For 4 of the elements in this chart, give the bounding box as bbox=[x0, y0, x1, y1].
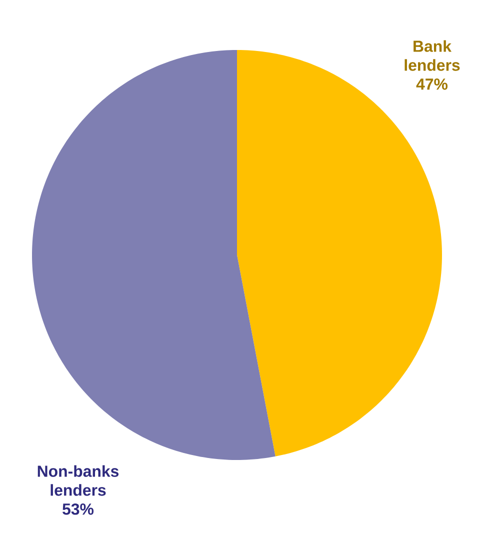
slice-label: Non-banks lenders bbox=[38, 465, 119, 496]
data-label: 53% bbox=[62, 503, 94, 515]
data-label: 47% bbox=[416, 78, 448, 90]
slice-label: Bank lenders bbox=[404, 40, 460, 71]
